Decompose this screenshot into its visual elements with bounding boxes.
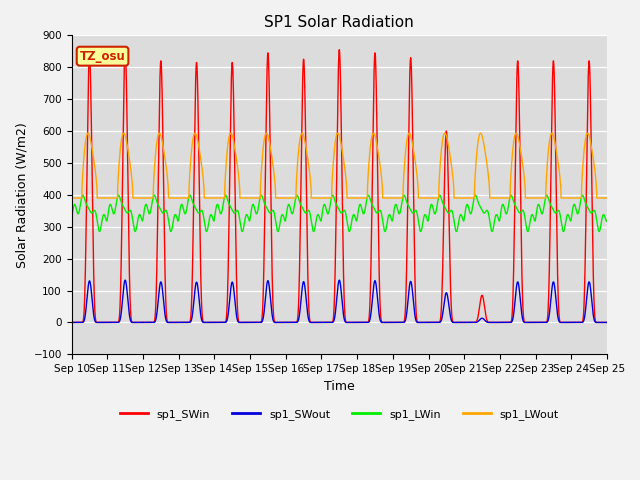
Line: sp1_LWout: sp1_LWout	[72, 133, 607, 198]
sp1_SWin	[248, 320, 255, 325]
sp1_SWout	[439, 311, 447, 316]
sp1_LWin	[326, 202, 334, 208]
sp1_LWin	[96, 228, 104, 234]
sp1_SWin	[125, 221, 132, 227]
Title: SP1 Solar Radiation: SP1 Solar Radiation	[264, 15, 414, 30]
sp1_LWout	[482, 151, 490, 157]
Legend: sp1_SWin, sp1_SWout, sp1_LWin, sp1_LWout: sp1_SWin, sp1_SWout, sp1_LWin, sp1_LWout	[115, 405, 563, 424]
Text: TZ_osu: TZ_osu	[80, 50, 125, 63]
sp1_SWout	[603, 320, 611, 325]
sp1_SWout	[248, 320, 255, 325]
sp1_LWin	[68, 214, 76, 220]
sp1_LWin	[603, 218, 611, 224]
sp1_SWout	[132, 320, 140, 325]
sp1_LWin	[439, 201, 447, 206]
sp1_LWout	[248, 195, 255, 201]
sp1_SWin	[326, 320, 334, 325]
sp1_SWout	[125, 304, 132, 310]
sp1_LWin	[132, 225, 140, 231]
sp1_LWin	[482, 209, 490, 215]
sp1_LWout	[326, 195, 334, 201]
sp1_LWin	[248, 206, 255, 212]
sp1_SWin	[68, 320, 76, 325]
Line: sp1_SWout: sp1_SWout	[72, 280, 607, 323]
sp1_LWin	[125, 209, 132, 215]
Y-axis label: Solar Radiation (W/m2): Solar Radiation (W/m2)	[15, 122, 28, 268]
sp1_SWin	[122, 47, 129, 53]
sp1_LWout	[84, 130, 92, 136]
Line: sp1_LWin: sp1_LWin	[72, 195, 607, 231]
sp1_SWout	[326, 320, 334, 325]
sp1_SWin	[603, 320, 611, 325]
sp1_SWin	[439, 262, 447, 267]
sp1_SWout	[122, 277, 129, 283]
sp1_LWout	[439, 136, 447, 142]
sp1_LWout	[603, 195, 611, 201]
sp1_SWin	[132, 320, 140, 325]
sp1_LWout	[132, 195, 140, 201]
sp1_SWout	[482, 318, 490, 324]
X-axis label: Time: Time	[324, 380, 355, 393]
sp1_LWout	[125, 150, 132, 156]
sp1_LWout	[68, 195, 76, 201]
sp1_SWin	[482, 311, 490, 316]
sp1_LWin	[79, 192, 86, 198]
sp1_SWout	[68, 320, 76, 325]
Line: sp1_SWin: sp1_SWin	[72, 50, 607, 323]
